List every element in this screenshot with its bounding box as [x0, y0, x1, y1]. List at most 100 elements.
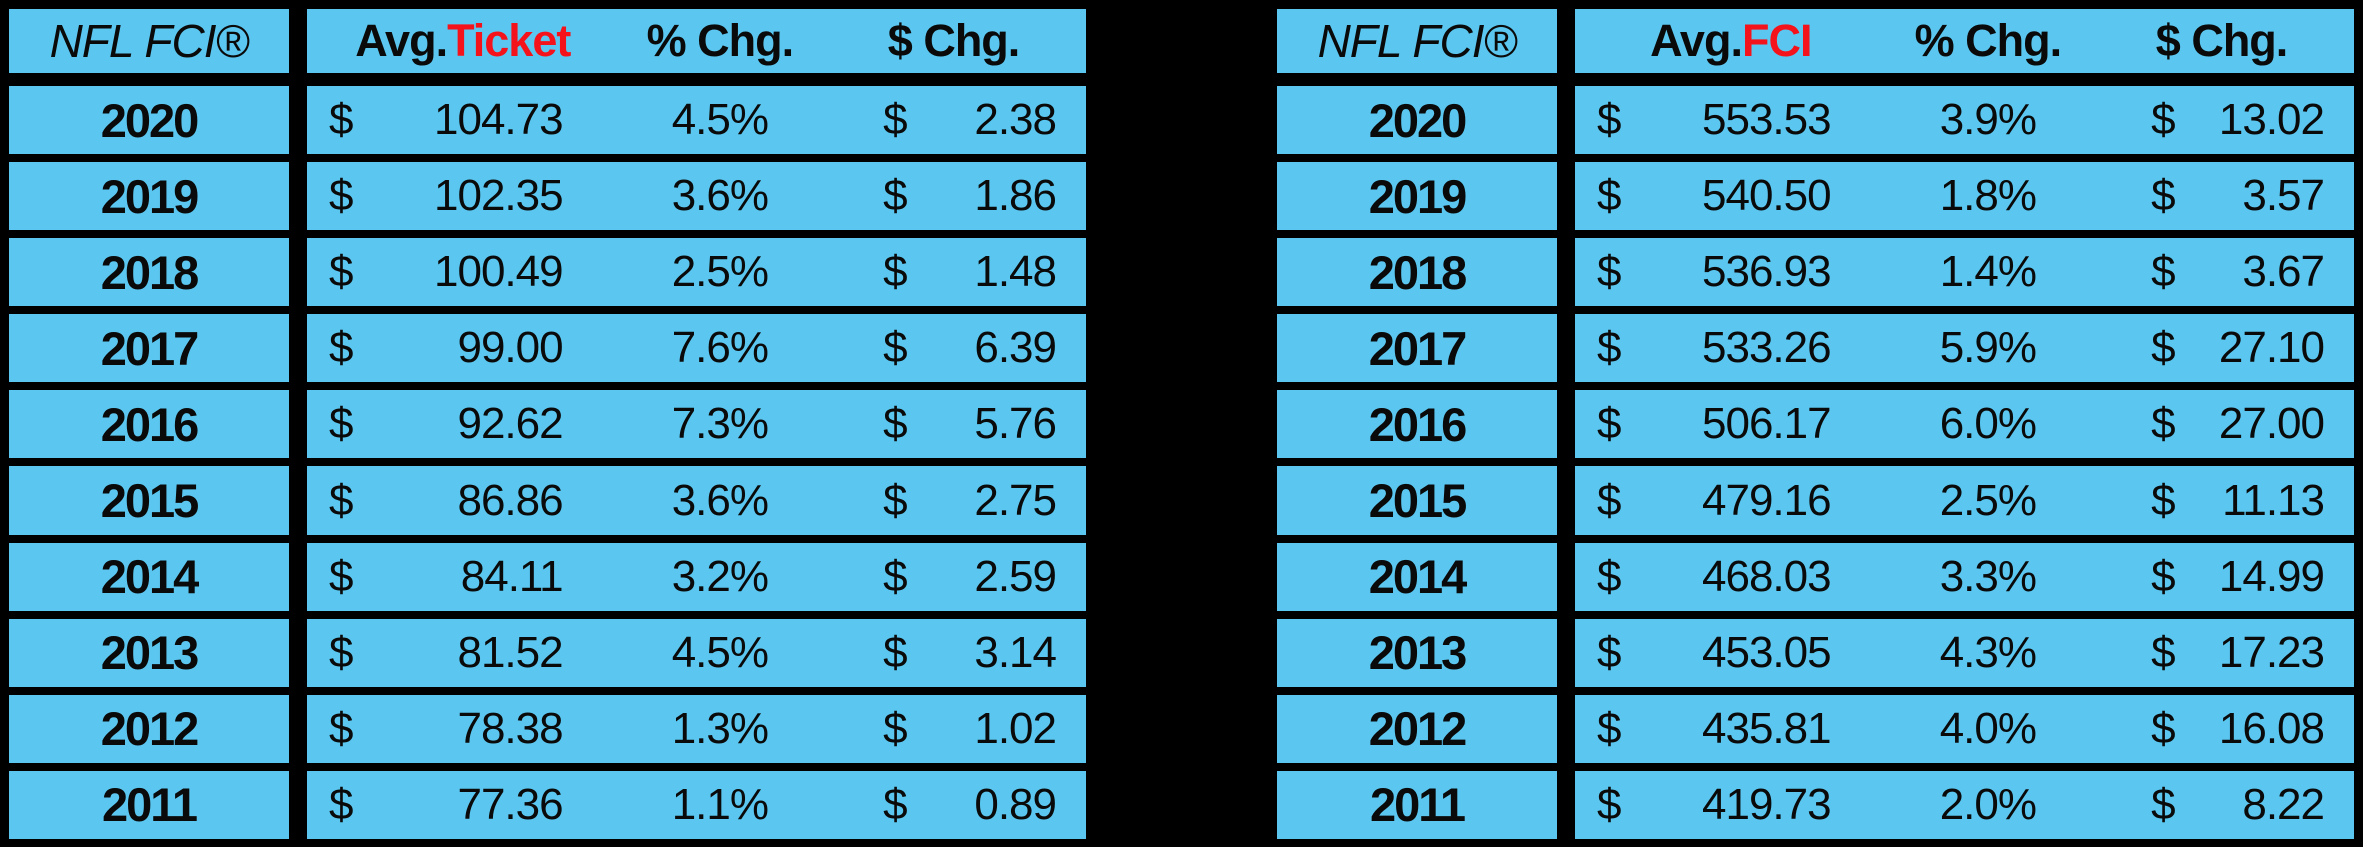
data-cell: $ 84.11 3.2% $ 2.59 [307, 542, 1086, 611]
currency-symbol: $ [329, 551, 354, 601]
data-cell: $ 536.93 1.4% $ 3.67 [1575, 238, 2354, 307]
year-label: 2013 [100, 626, 200, 680]
dollar-chg-value: 16.08 [2218, 703, 2325, 753]
dollar-chg-value-cell: $ 2.38 [821, 95, 1086, 145]
dollar-chg-header: $ Chg. [887, 15, 1021, 66]
avg-value-cell: $ 77.36 [307, 780, 619, 830]
table-row: 2019 $ 540.50 1.8% $ 3.57 [1277, 162, 2354, 231]
dollar-chg-value-cell: $ 1.48 [821, 247, 1086, 297]
currency-symbol: $ [2151, 171, 2176, 221]
data-cell: $ 102.35 3.6% $ 1.86 [307, 162, 1086, 231]
column-divider [1557, 86, 1575, 154]
pct-chg-value: 1.4% [1939, 247, 2037, 297]
year-label: 2017 [1368, 321, 1468, 375]
avg-value: 92.62 [457, 399, 563, 449]
dollar-chg-value: 13.02 [2218, 95, 2325, 145]
table-row: 2011 $ 77.36 1.1% $ 0.89 [9, 770, 1086, 839]
dollar-chg-value: 2.75 [974, 475, 1057, 525]
table-row: 2016 $ 506.17 6.0% $ 27.00 [1277, 390, 2354, 459]
column-divider [1557, 390, 1575, 458]
year-label: 2019 [1368, 169, 1468, 223]
data-cell: $ 81.52 4.5% $ 3.14 [307, 618, 1086, 687]
avg-value: 99.00 [457, 323, 563, 373]
data-cell: $ 78.38 1.3% $ 1.02 [307, 694, 1086, 763]
year-label: 2012 [1368, 702, 1468, 756]
year-cell: 2017 [1277, 314, 1557, 383]
year-cell: 2018 [1277, 238, 1557, 307]
year-cell: 2016 [9, 390, 289, 459]
column-divider [289, 466, 307, 534]
currency-symbol: $ [2151, 95, 2176, 145]
currency-symbol: $ [883, 703, 908, 753]
avg-value: 86.86 [457, 475, 563, 525]
avg-value-cell: $ 100.49 [307, 247, 619, 297]
currency-symbol: $ [329, 399, 354, 449]
year-label: 2013 [1368, 626, 1468, 680]
pct-chg-value: 3.2% [671, 551, 769, 601]
currency-symbol: $ [883, 171, 908, 221]
column-divider [289, 238, 307, 306]
dollar-chg-value: 0.89 [974, 779, 1057, 829]
year-cell: 2011 [1277, 770, 1557, 839]
currency-symbol: $ [1597, 95, 1622, 145]
dollar-chg-value-cell: $ 2.59 [821, 552, 1086, 602]
data-cell: $ 77.36 1.1% $ 0.89 [307, 770, 1086, 839]
dollar-chg-header: $ Chg. [2155, 15, 2289, 66]
dollar-chg-value: 1.02 [974, 703, 1057, 753]
year-cell: 2012 [9, 694, 289, 763]
pct-chg-value: 4.5% [671, 95, 769, 145]
avg-value-cell: $ 453.05 [1575, 628, 1887, 678]
year-label: 2016 [100, 397, 200, 451]
table-row: 2018 $ 536.93 1.4% $ 3.67 [1277, 238, 2354, 307]
table-row: 2011 $ 419.73 2.0% $ 8.22 [1277, 770, 2354, 839]
currency-symbol: $ [2151, 475, 2176, 525]
dollar-chg-value-cell: $ 1.86 [821, 171, 1086, 221]
data-cell: $ 86.86 3.6% $ 2.75 [307, 466, 1086, 535]
avg-value: 553.53 [1702, 95, 1832, 145]
table-row: 2015 $ 479.16 2.5% $ 11.13 [1277, 466, 2354, 535]
year-cell: 2011 [9, 770, 289, 839]
currency-symbol: $ [1597, 627, 1622, 677]
dollar-chg-value-cell: $ 3.57 [2089, 171, 2354, 221]
column-divider [1557, 619, 1575, 687]
year-label: 2018 [100, 245, 200, 299]
year-label: 2015 [1368, 474, 1468, 528]
currency-symbol: $ [329, 779, 354, 829]
year-cell: 2018 [9, 238, 289, 307]
currency-symbol: $ [883, 247, 908, 297]
data-cell: $ 104.73 4.5% $ 2.38 [307, 86, 1086, 155]
currency-symbol: $ [883, 551, 908, 601]
year-label: 2016 [1368, 397, 1468, 451]
table-row: 2014 $ 468.03 3.3% $ 14.99 [1277, 542, 2354, 611]
column-divider [289, 86, 307, 154]
dollar-chg-value: 6.39 [974, 323, 1057, 373]
year-cell: 2019 [1277, 162, 1557, 231]
table-row: 2017 $ 533.26 5.9% $ 27.10 [1277, 314, 2354, 383]
year-cell: 2015 [1277, 466, 1557, 535]
column-divider [1557, 314, 1575, 382]
year-cell: 2020 [9, 86, 289, 155]
avg-value-cell: $ 419.73 [1575, 780, 1887, 830]
avg-value-cell: $ 468.03 [1575, 552, 1887, 602]
year-label: 2019 [100, 169, 200, 223]
year-cell: 2019 [9, 162, 289, 231]
dollar-chg-value-cell: $ 17.23 [2089, 628, 2354, 678]
data-cell: $ 99.00 7.6% $ 6.39 [307, 314, 1086, 383]
dollar-chg-value-cell: $ 5.76 [821, 399, 1086, 449]
currency-symbol: $ [329, 171, 354, 221]
year-cell: 2013 [9, 618, 289, 687]
currency-symbol: $ [1597, 475, 1622, 525]
data-cell: $ 479.16 2.5% $ 11.13 [1575, 466, 2354, 535]
currency-symbol: $ [883, 323, 908, 373]
avg-value-cell: $ 506.17 [1575, 399, 1887, 449]
avg-value-cell: $ 86.86 [307, 476, 619, 526]
dollar-chg-value-cell: $ 8.22 [2089, 780, 2354, 830]
data-cell: $ 419.73 2.0% $ 8.22 [1575, 770, 2354, 839]
currency-symbol: $ [1597, 551, 1622, 601]
avg-value-cell: $ 102.35 [307, 171, 619, 221]
currency-symbol: $ [1597, 323, 1622, 373]
avg-value: 100.49 [434, 247, 564, 297]
pct-chg-value: 2.0% [1939, 779, 2037, 829]
currency-symbol: $ [329, 247, 354, 297]
